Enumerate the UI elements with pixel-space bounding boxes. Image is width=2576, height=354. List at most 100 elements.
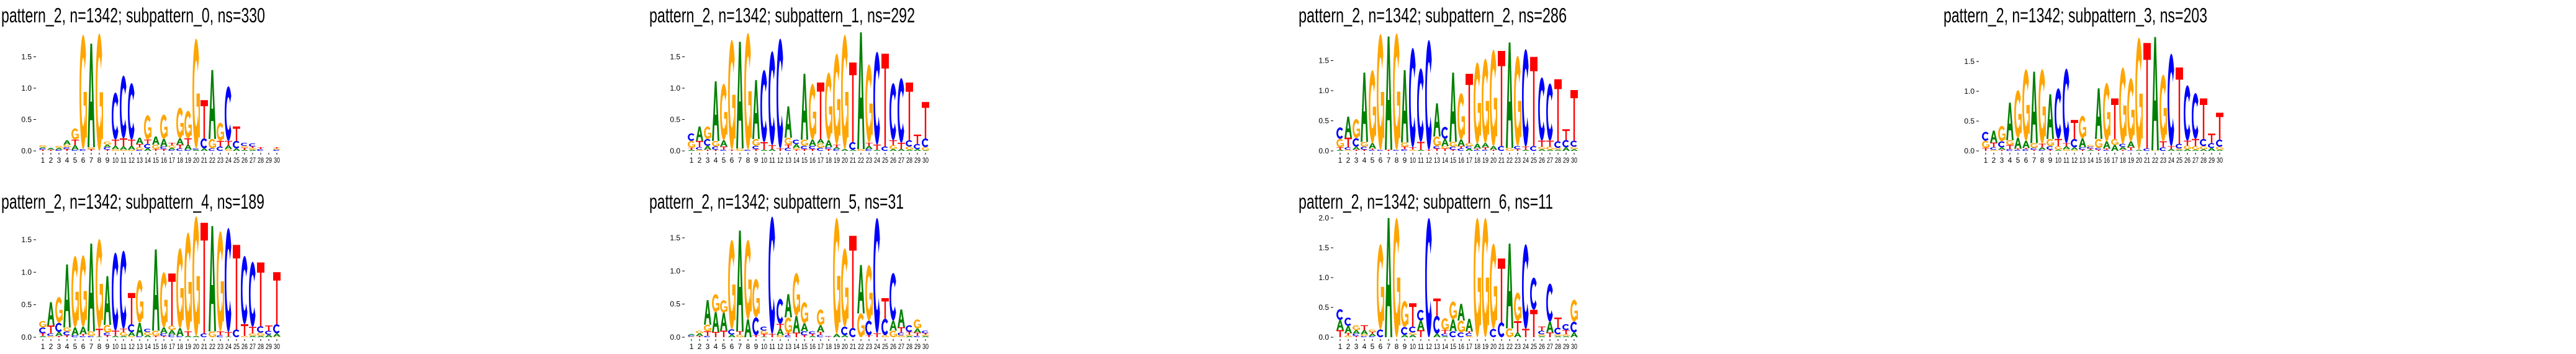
glyph-shape <box>176 335 183 338</box>
logo-letter-C-icon <box>841 326 848 335</box>
logo-letter-C-icon <box>825 147 832 149</box>
glyph-shape <box>152 148 160 151</box>
glyph-shape <box>2030 143 2037 148</box>
position-stack <box>1498 50 1505 151</box>
glyph-shape <box>1344 150 1351 151</box>
logo-letter-T-icon <box>898 327 905 333</box>
glyph-shape <box>1554 79 1562 142</box>
x-tick-label: 5 <box>1371 156 1375 165</box>
logo-letter-A-icon <box>136 137 143 144</box>
glyph-shape <box>906 334 912 336</box>
glyph-shape <box>841 148 849 151</box>
logo-letter-A-icon <box>2151 37 2159 151</box>
position-stack <box>1393 33 1400 151</box>
logo-panel-0: pattern_2, n=1342; subpattern_0, ns=3300… <box>1 4 281 165</box>
logo-letter-G-icon <box>120 332 127 336</box>
logo-letter-A-icon <box>112 335 119 338</box>
glyph-shape <box>2119 147 2127 150</box>
logo-letter-C-icon <box>1361 147 1367 150</box>
logo-letter-G-icon <box>696 149 703 151</box>
logo-letter-G-icon <box>1482 218 1489 337</box>
position-stack <box>793 139 800 151</box>
glyph-shape <box>233 140 240 148</box>
glyph-shape <box>1433 136 1440 147</box>
logo-letter-A-icon <box>688 334 695 335</box>
y-tick-label: 1.0 <box>670 266 680 275</box>
glyph-shape <box>120 335 127 338</box>
position-stack <box>841 248 849 338</box>
logo-letter-A-icon <box>184 144 192 150</box>
glyph-shape <box>1986 144 1989 148</box>
x-tick-label: 21 <box>850 156 856 165</box>
logo-letter-G-icon <box>144 115 151 140</box>
glyph-shape <box>1361 150 1368 151</box>
glyph-shape <box>1441 148 1449 151</box>
logo-letter-C-icon <box>1562 324 1569 330</box>
glyph-shape <box>1441 127 1448 139</box>
glyph-shape <box>47 333 54 336</box>
glyph-shape <box>865 64 872 143</box>
logo-letter-C-icon <box>225 228 232 332</box>
x-tick-label: 6 <box>1379 156 1383 165</box>
logo-letter-C-icon <box>209 148 215 151</box>
glyph-shape <box>704 138 711 146</box>
x-tick-label: 28 <box>906 156 912 165</box>
position-stack <box>833 53 840 151</box>
logo-letter-T-icon <box>2216 112 2223 140</box>
logo-letter-T-icon <box>136 143 143 147</box>
logo-letter-T-icon <box>720 146 727 150</box>
glyph-shape <box>184 138 192 145</box>
logo-letter-T-icon <box>1990 142 1997 148</box>
position-stack <box>1562 129 1570 151</box>
position-stack <box>809 331 816 338</box>
logo-letter-C-icon <box>1457 332 1464 337</box>
glyph-shape <box>760 334 768 337</box>
logo-letter-C-icon <box>1998 141 2005 148</box>
glyph-shape <box>88 243 95 332</box>
logo-letter-G-icon <box>1570 147 1578 150</box>
logo-letter-T-icon <box>801 335 808 338</box>
logo-letter-A-icon <box>2192 150 2199 151</box>
x-tick-label: 27 <box>250 156 256 165</box>
position-stack <box>2079 116 2086 151</box>
logo-letter-C-icon <box>768 51 775 145</box>
logo-letter-G-icon <box>736 334 744 337</box>
logo-letter-C-icon <box>688 133 695 141</box>
glyph-shape <box>2184 140 2191 146</box>
glyph-shape <box>39 333 47 336</box>
glyph-shape <box>39 327 46 334</box>
logo-letter-G-icon <box>841 35 849 149</box>
logo-letter-T-icon <box>881 298 889 319</box>
logo-letter-G-icon <box>2127 78 2135 142</box>
position-stack <box>217 231 224 338</box>
x-tick-label: 12 <box>128 342 135 351</box>
logo-letter-T-icon <box>2087 148 2094 150</box>
glyph-shape <box>249 143 256 147</box>
glyph-shape <box>1380 91 1384 138</box>
logo-letter-G-icon <box>760 330 768 334</box>
logo-letter-T-icon <box>1466 73 1473 143</box>
glyph-shape <box>273 149 280 151</box>
logo-letter-T-icon <box>2038 143 2046 148</box>
glyph-shape <box>2018 114 2022 134</box>
glyph-shape <box>168 330 176 335</box>
logo-letter-A-icon <box>104 144 111 147</box>
glyph-shape <box>2176 67 2183 144</box>
position-stack <box>785 106 792 151</box>
glyph-shape <box>906 335 913 338</box>
glyph-shape <box>1477 278 1481 325</box>
glyph-shape <box>176 248 183 329</box>
glyph-shape <box>200 148 208 151</box>
logo-letter-C-icon <box>1417 68 1424 142</box>
glyph-shape <box>55 145 62 148</box>
position-stack <box>273 272 281 337</box>
position-stack <box>1353 119 1360 151</box>
x-tick-label: 30 <box>1571 342 1577 351</box>
glyph-shape <box>1474 62 1480 144</box>
glyph-shape <box>152 136 160 145</box>
position-stack <box>817 309 824 337</box>
glyph-shape <box>2119 150 2127 151</box>
glyph-shape <box>2087 148 2094 150</box>
logo-letter-C-icon <box>2208 143 2215 148</box>
glyph-shape <box>2176 143 2182 149</box>
